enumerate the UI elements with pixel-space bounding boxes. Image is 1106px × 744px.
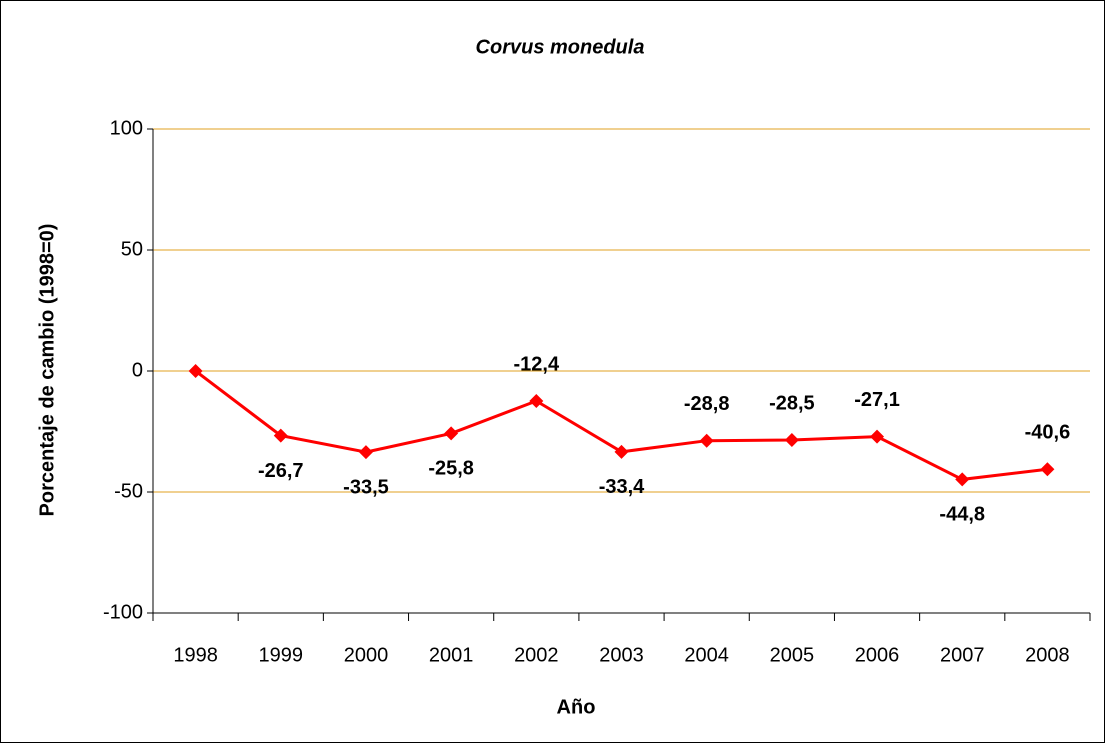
y-tick-label: -100: [103, 601, 143, 623]
data-label: -28,5: [769, 392, 815, 414]
data-label: -26,7: [258, 460, 304, 482]
data-point: [529, 394, 544, 409]
y-tick-label: 50: [121, 238, 143, 260]
data-label: -12,4: [514, 353, 560, 375]
x-tick-label: 2006: [855, 644, 900, 666]
data-point: [188, 364, 203, 378]
x-tick-label: 2008: [1025, 644, 1070, 666]
x-tick-label: 2005: [770, 644, 815, 666]
x-tick-label: 1998: [173, 644, 218, 666]
data-point: [955, 472, 970, 487]
y-tick-label: 100: [110, 117, 143, 139]
y-tick-label: -50: [114, 480, 143, 502]
chart-title: Corvus monedula: [476, 36, 645, 58]
data-point: [444, 426, 459, 441]
data-point: [784, 432, 799, 447]
x-tick-label: 2007: [940, 644, 985, 666]
data-label: -44,8: [939, 504, 985, 526]
x-tick-label: 2003: [599, 644, 644, 666]
data-label: -40,6: [1025, 422, 1071, 444]
data-label: -33,5: [343, 476, 389, 498]
x-tick-label: 1999: [259, 644, 304, 666]
data-point: [614, 444, 629, 459]
x-axis-label: Año: [557, 696, 596, 718]
y-tick-label: 0: [132, 359, 143, 381]
x-tick-label: 2004: [684, 644, 729, 666]
x-tick-label: 2000: [344, 644, 389, 666]
data-point: [358, 445, 373, 460]
data-label: -25,8: [428, 458, 474, 480]
data-point: [273, 428, 288, 443]
y-axis-label: Porcentaje de cambio (1998=0): [36, 224, 58, 517]
x-tick-label: 2001: [429, 644, 474, 666]
data-label: -33,4: [599, 476, 645, 498]
data-point: [699, 433, 714, 448]
data-point: [1040, 462, 1055, 477]
data-label: -27,1: [854, 389, 900, 411]
data-point: [870, 429, 885, 444]
data-label: -28,8: [684, 393, 730, 415]
x-tick-label: 2002: [514, 644, 559, 666]
